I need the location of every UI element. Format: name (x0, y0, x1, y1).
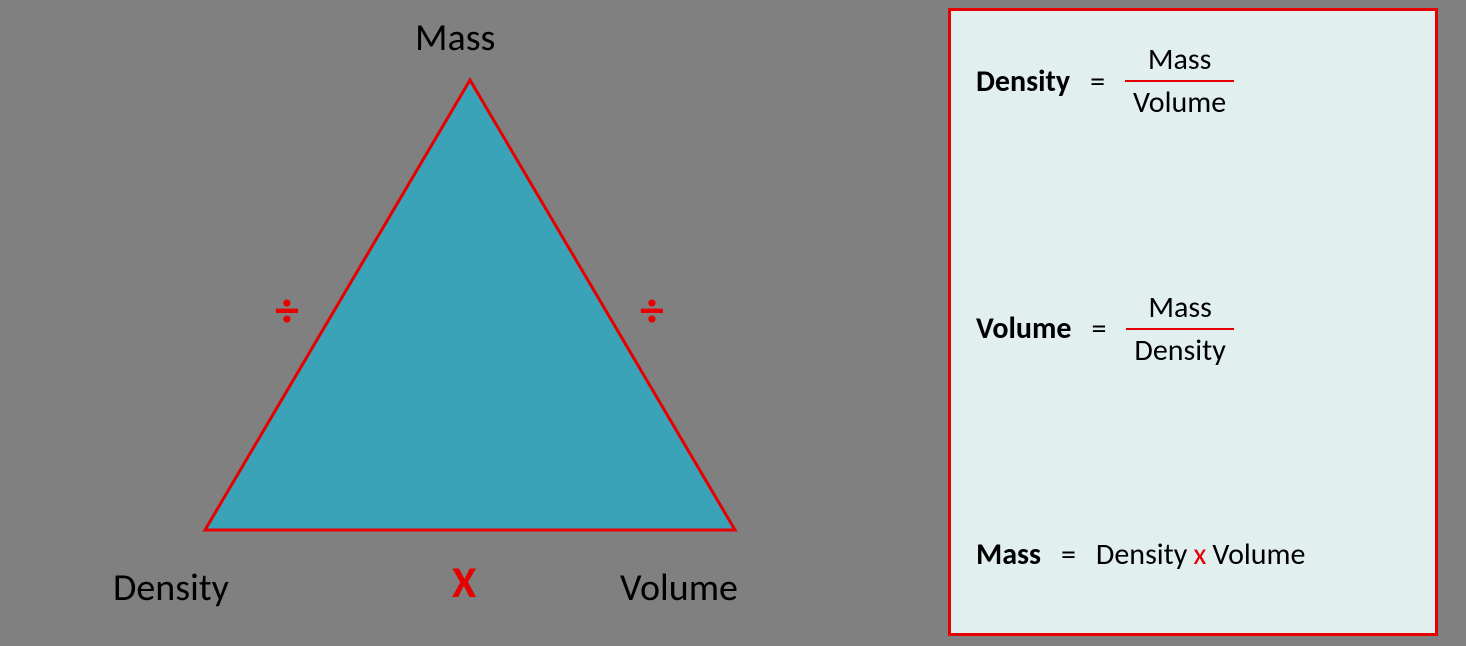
formula-lhs: Density (976, 63, 1070, 100)
product-right: Volume (1212, 536, 1305, 573)
formula-mass: Mass = Density x Volume (976, 536, 1410, 573)
fraction-numerator: Mass (1130, 289, 1230, 328)
multiply-icon-bottom: X (452, 555, 476, 609)
label-density: Density (113, 565, 229, 611)
divide-icon-left: ÷ (275, 280, 299, 339)
formula-density: Density = Mass Volume (976, 41, 1410, 121)
fraction: Mass Volume (1125, 41, 1234, 121)
formula-lhs: Mass (976, 536, 1041, 573)
fraction-numerator: Mass (1130, 41, 1230, 80)
formula-lhs: Volume (976, 310, 1071, 347)
divide-icon-right: ÷ (640, 280, 664, 339)
label-volume: Volume (620, 565, 738, 611)
multiply-icon: x (1193, 536, 1206, 573)
equals-sign: = (1091, 310, 1106, 347)
fraction-denominator: Density (1126, 330, 1233, 369)
formula-volume: Volume = Mass Density (976, 289, 1410, 369)
formula-panel: Density = Mass Volume Volume = Mass Dens… (948, 8, 1438, 636)
label-mass: Mass (415, 15, 495, 61)
fraction: Mass Density (1126, 289, 1233, 369)
equals-sign: = (1061, 536, 1076, 573)
equals-sign: = (1090, 63, 1105, 100)
triangle-diagram: Mass Density Volume ÷ ÷ X (0, 0, 900, 646)
product-left: Density (1096, 536, 1187, 573)
fraction-denominator: Volume (1125, 82, 1234, 121)
